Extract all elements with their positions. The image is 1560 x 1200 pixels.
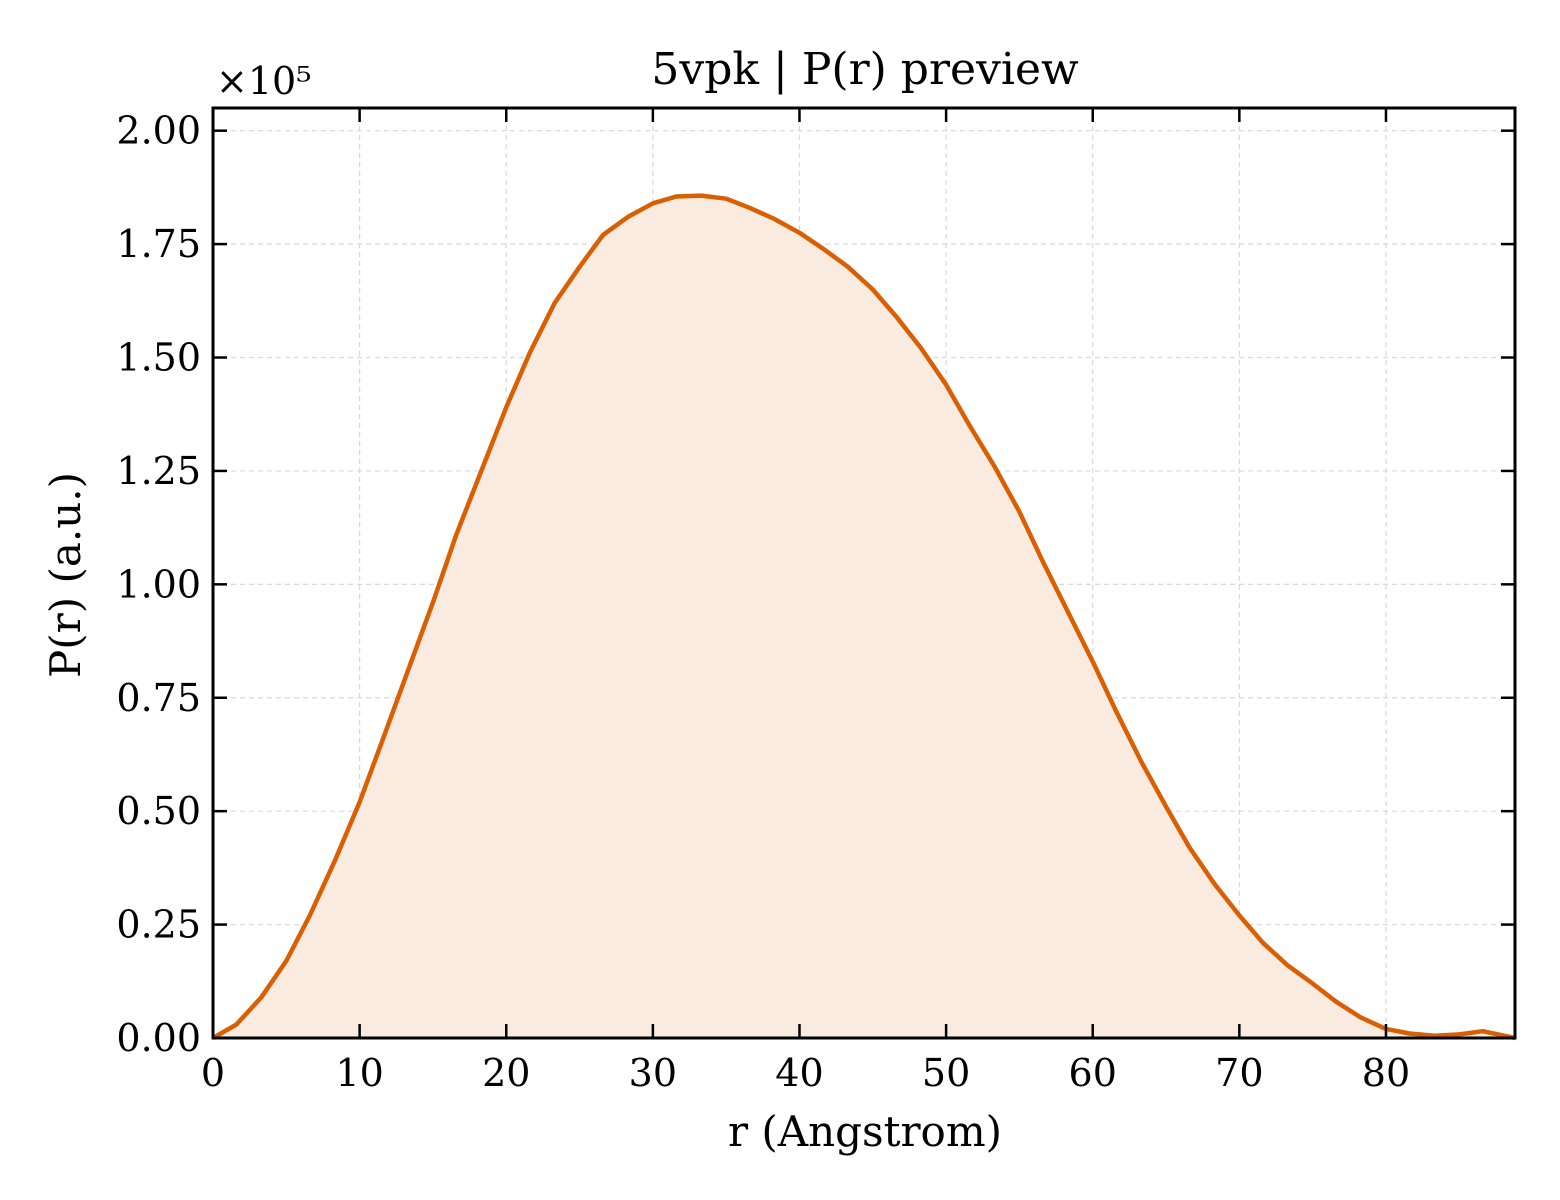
axis-ticks: 0 10 20 30 40 50 60 70 80 0.00 0.25 0.50 0.75 1.00 1.2…	[116, 108, 1515, 1095]
y-tick-label: 0.75	[116, 676, 201, 720]
y-axis-label: P(r) (a.u.)	[41, 472, 90, 678]
y-multiplier-label: ×10⁵	[216, 59, 311, 103]
pr-area-fill	[213, 195, 1515, 1039]
y-tick-label: 1.25	[116, 449, 201, 493]
x-tick-label: 80	[1362, 1051, 1410, 1095]
y-tick-label: 2.00	[116, 109, 201, 153]
y-tick-label: 0.25	[116, 903, 201, 947]
y-tick-label: 0.50	[116, 789, 201, 833]
y-tick-label: 0.00	[116, 1016, 201, 1060]
chart-title: 5vpk | P(r) preview	[651, 44, 1079, 95]
x-tick-label: 40	[775, 1051, 823, 1095]
x-tick-label: 10	[335, 1051, 383, 1095]
x-tick-label: 70	[1215, 1051, 1263, 1095]
y-tick-label: 1.50	[116, 336, 201, 380]
x-tick-label: 60	[1069, 1051, 1117, 1095]
x-tick-label: 0	[201, 1051, 225, 1095]
x-tick-label: 20	[482, 1051, 530, 1095]
x-tick-label: 50	[922, 1051, 970, 1095]
plot-frame	[211, 106, 1517, 1040]
pr-series-line	[211, 193, 1516, 1041]
x-tick-label: 30	[629, 1051, 677, 1095]
x-axis-label: r (Angstrom)	[728, 1107, 1002, 1156]
y-tick-label: 1.75	[116, 222, 201, 266]
y-tick-label: 1.00	[116, 562, 201, 606]
